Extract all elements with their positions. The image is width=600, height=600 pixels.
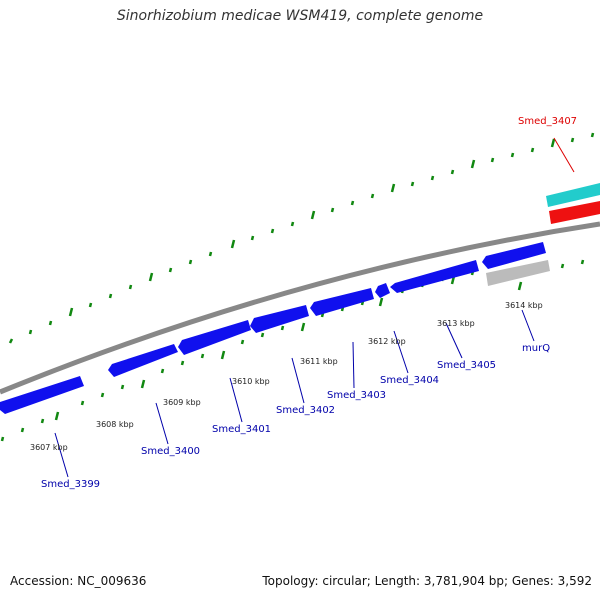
gene-smed-3403[interactable]	[310, 288, 374, 316]
gene-label-murq[interactable]: murQ	[522, 343, 550, 354]
tick-label-3611: 3611 kbp	[300, 357, 338, 366]
gene-smed-3399[interactable]	[0, 376, 84, 414]
gene-label-smed-3399[interactable]: Smed_3399	[41, 479, 100, 490]
gene-smed-3402[interactable]	[250, 305, 309, 333]
grey-feature-bar[interactable]	[486, 260, 550, 286]
outer-tick-track	[8, 132, 595, 344]
gene-label-smed-3400[interactable]: Smed_3400	[141, 446, 200, 457]
gene-smed-3401[interactable]	[178, 320, 251, 355]
gene-track	[0, 242, 546, 414]
smed-3407-red-bar[interactable]	[549, 201, 600, 224]
label-leaders	[54, 309, 535, 478]
gene-smed-3400[interactable]	[108, 344, 178, 377]
tick-label-3614: 3614 kbp	[505, 301, 543, 310]
tick-label-3607: 3607 kbp	[30, 443, 68, 452]
gene-label-smed-3404[interactable]: Smed_3404	[380, 375, 439, 386]
gene-label-smed-3401[interactable]: Smed_3401	[212, 424, 271, 435]
accession-text: Accession: NC_009636	[10, 574, 147, 588]
gene-label-smed-3402[interactable]: Smed_3402	[276, 405, 335, 416]
gene-murq[interactable]	[482, 242, 546, 269]
genome-summary-text: Topology: circular; Length: 3,781,904 bp…	[262, 574, 592, 588]
gene-smed-3404[interactable]	[375, 283, 390, 298]
gene-label-smed-3403[interactable]: Smed_3403	[327, 390, 386, 401]
tick-label-3610: 3610 kbp	[232, 377, 270, 386]
smed-3407-leader	[553, 137, 575, 173]
tick-label-3613: 3613 kbp	[437, 319, 475, 328]
map-title: Sinorhizobium medicae WSM419, complete g…	[116, 8, 484, 24]
gene-label-smed-3407[interactable]: Smed_3407	[518, 116, 577, 127]
tick-label-3612: 3612 kbp	[368, 337, 406, 346]
cyan-feature-bar[interactable]	[546, 183, 600, 207]
gene-smed-3405[interactable]	[390, 260, 479, 293]
genome-backbone	[0, 221, 600, 395]
gene-label-smed-3405[interactable]: Smed_3405	[437, 360, 496, 371]
tick-label-3609: 3609 kbp	[163, 398, 201, 407]
tick-label-3608: 3608 kbp	[96, 420, 134, 429]
